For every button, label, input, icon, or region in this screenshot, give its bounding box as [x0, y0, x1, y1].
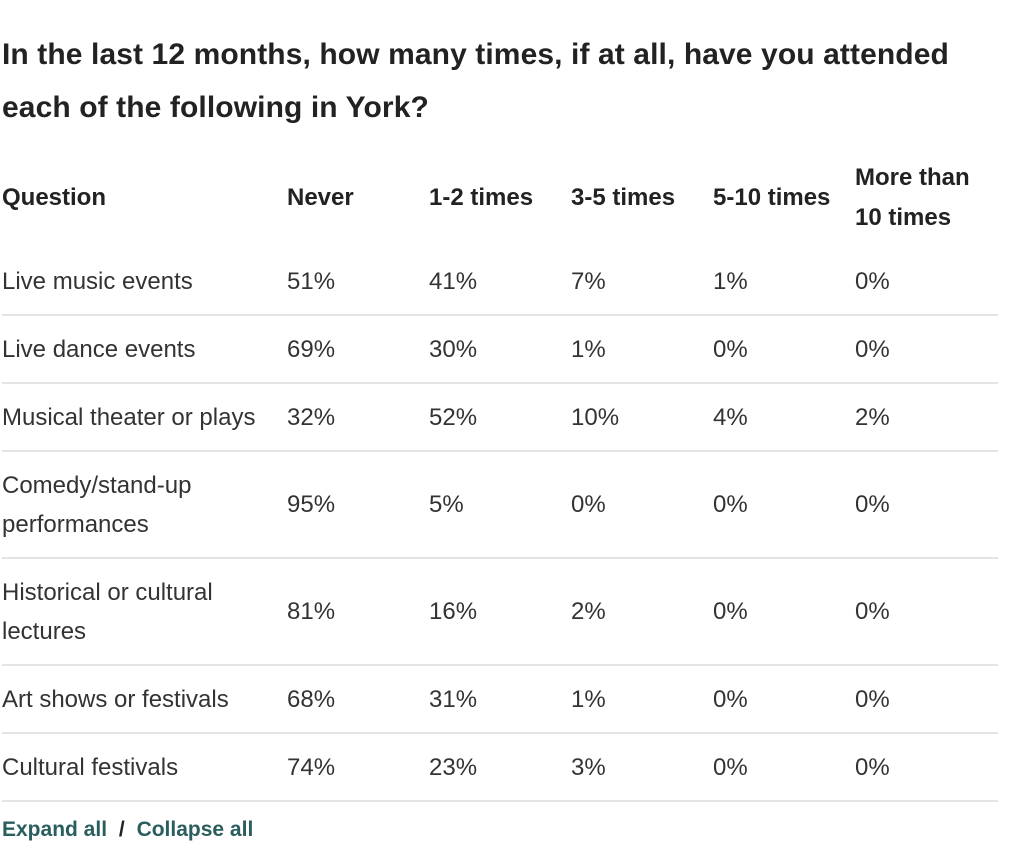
cell-3-5-times: 0%	[571, 451, 713, 559]
cell-5-10-times: 0%	[713, 665, 855, 734]
cell-5-10-times: 4%	[713, 383, 855, 452]
cell-more-than-10-times: 0%	[855, 248, 998, 316]
table-row: Musical theater or plays 32% 52% 10% 4% …	[2, 383, 998, 452]
expand-all-link[interactable]: Expand all	[2, 818, 108, 841]
table-body: Live music events 51% 41% 7% 1% 0% Live …	[2, 248, 998, 802]
row-question: Comedy/stand-up performances	[2, 451, 287, 559]
collapse-all-link[interactable]: Collapse all	[136, 818, 254, 841]
row-question: Historical or cultural lectures	[2, 558, 287, 666]
cell-3-5-times: 1%	[571, 665, 713, 734]
cell-1-2-times: 30%	[429, 315, 571, 384]
cell-5-10-times: 0%	[713, 451, 855, 559]
cell-never: 51%	[287, 248, 429, 316]
results-table: Question Never 1-2 times 3-5 times 5-10 …	[2, 148, 998, 802]
cell-never: 81%	[287, 558, 429, 666]
cell-more-than-10-times: 0%	[855, 451, 998, 559]
cell-3-5-times: 3%	[571, 733, 713, 802]
cell-1-2-times: 16%	[429, 558, 571, 666]
cell-more-than-10-times: 2%	[855, 383, 998, 452]
header-more-than-10-times: More than 10 times	[855, 164, 970, 231]
cell-3-5-times: 7%	[571, 248, 713, 316]
table-row: Art shows or festivals 68% 31% 1% 0% 0%	[2, 665, 998, 734]
row-question: Live dance events	[2, 315, 287, 384]
table-header: Question Never 1-2 times 3-5 times 5-10 …	[2, 148, 998, 248]
row-question: Cultural festivals	[2, 733, 287, 802]
table-row: Live music events 51% 41% 7% 1% 0%	[2, 248, 998, 316]
link-separator: /	[118, 818, 125, 841]
row-question: Art shows or festivals	[2, 665, 287, 734]
cell-1-2-times: 5%	[429, 451, 571, 559]
table-row: Cultural festivals 74% 23% 3% 0% 0%	[2, 733, 998, 802]
cell-5-10-times: 0%	[713, 733, 855, 802]
header-1-2-times: 1-2 times	[429, 184, 534, 211]
cell-more-than-10-times: 0%	[855, 665, 998, 734]
cell-never: 74%	[287, 733, 429, 802]
cell-1-2-times: 31%	[429, 665, 571, 734]
cell-never: 68%	[287, 665, 429, 734]
page-title: In the last 12 months, how many times, i…	[2, 38, 949, 124]
header-never: Never	[287, 184, 354, 211]
cell-3-5-times: 2%	[571, 558, 713, 666]
cell-3-5-times: 10%	[571, 383, 713, 452]
header-question: Question	[2, 184, 107, 211]
cell-more-than-10-times: 0%	[855, 733, 998, 802]
cell-never: 95%	[287, 451, 429, 559]
table-row: Comedy/stand-up performances 95% 5% 0% 0…	[2, 451, 998, 559]
header-3-5-times: 3-5 times	[571, 184, 676, 211]
expand-collapse-controls: Expand all / Collapse all	[2, 815, 253, 845]
cell-never: 69%	[287, 315, 429, 384]
header-5-10-times: 5-10 times	[713, 184, 831, 211]
cell-3-5-times: 1%	[571, 315, 713, 384]
cell-5-10-times: 1%	[713, 248, 855, 316]
cell-never: 32%	[287, 383, 429, 452]
table-row: Historical or cultural lectures 81% 16% …	[2, 558, 998, 666]
table-row: Live dance events 69% 30% 1% 0% 0%	[2, 315, 998, 384]
row-question: Musical theater or plays	[2, 383, 287, 452]
cell-5-10-times: 0%	[713, 558, 855, 666]
cell-1-2-times: 23%	[429, 733, 571, 802]
cell-1-2-times: 41%	[429, 248, 571, 316]
cell-5-10-times: 0%	[713, 315, 855, 384]
cell-more-than-10-times: 0%	[855, 558, 998, 666]
header-row: Question Never 1-2 times 3-5 times 5-10 …	[2, 148, 998, 248]
cell-more-than-10-times: 0%	[855, 315, 998, 384]
row-question: Live music events	[2, 248, 287, 316]
cell-1-2-times: 52%	[429, 383, 571, 452]
